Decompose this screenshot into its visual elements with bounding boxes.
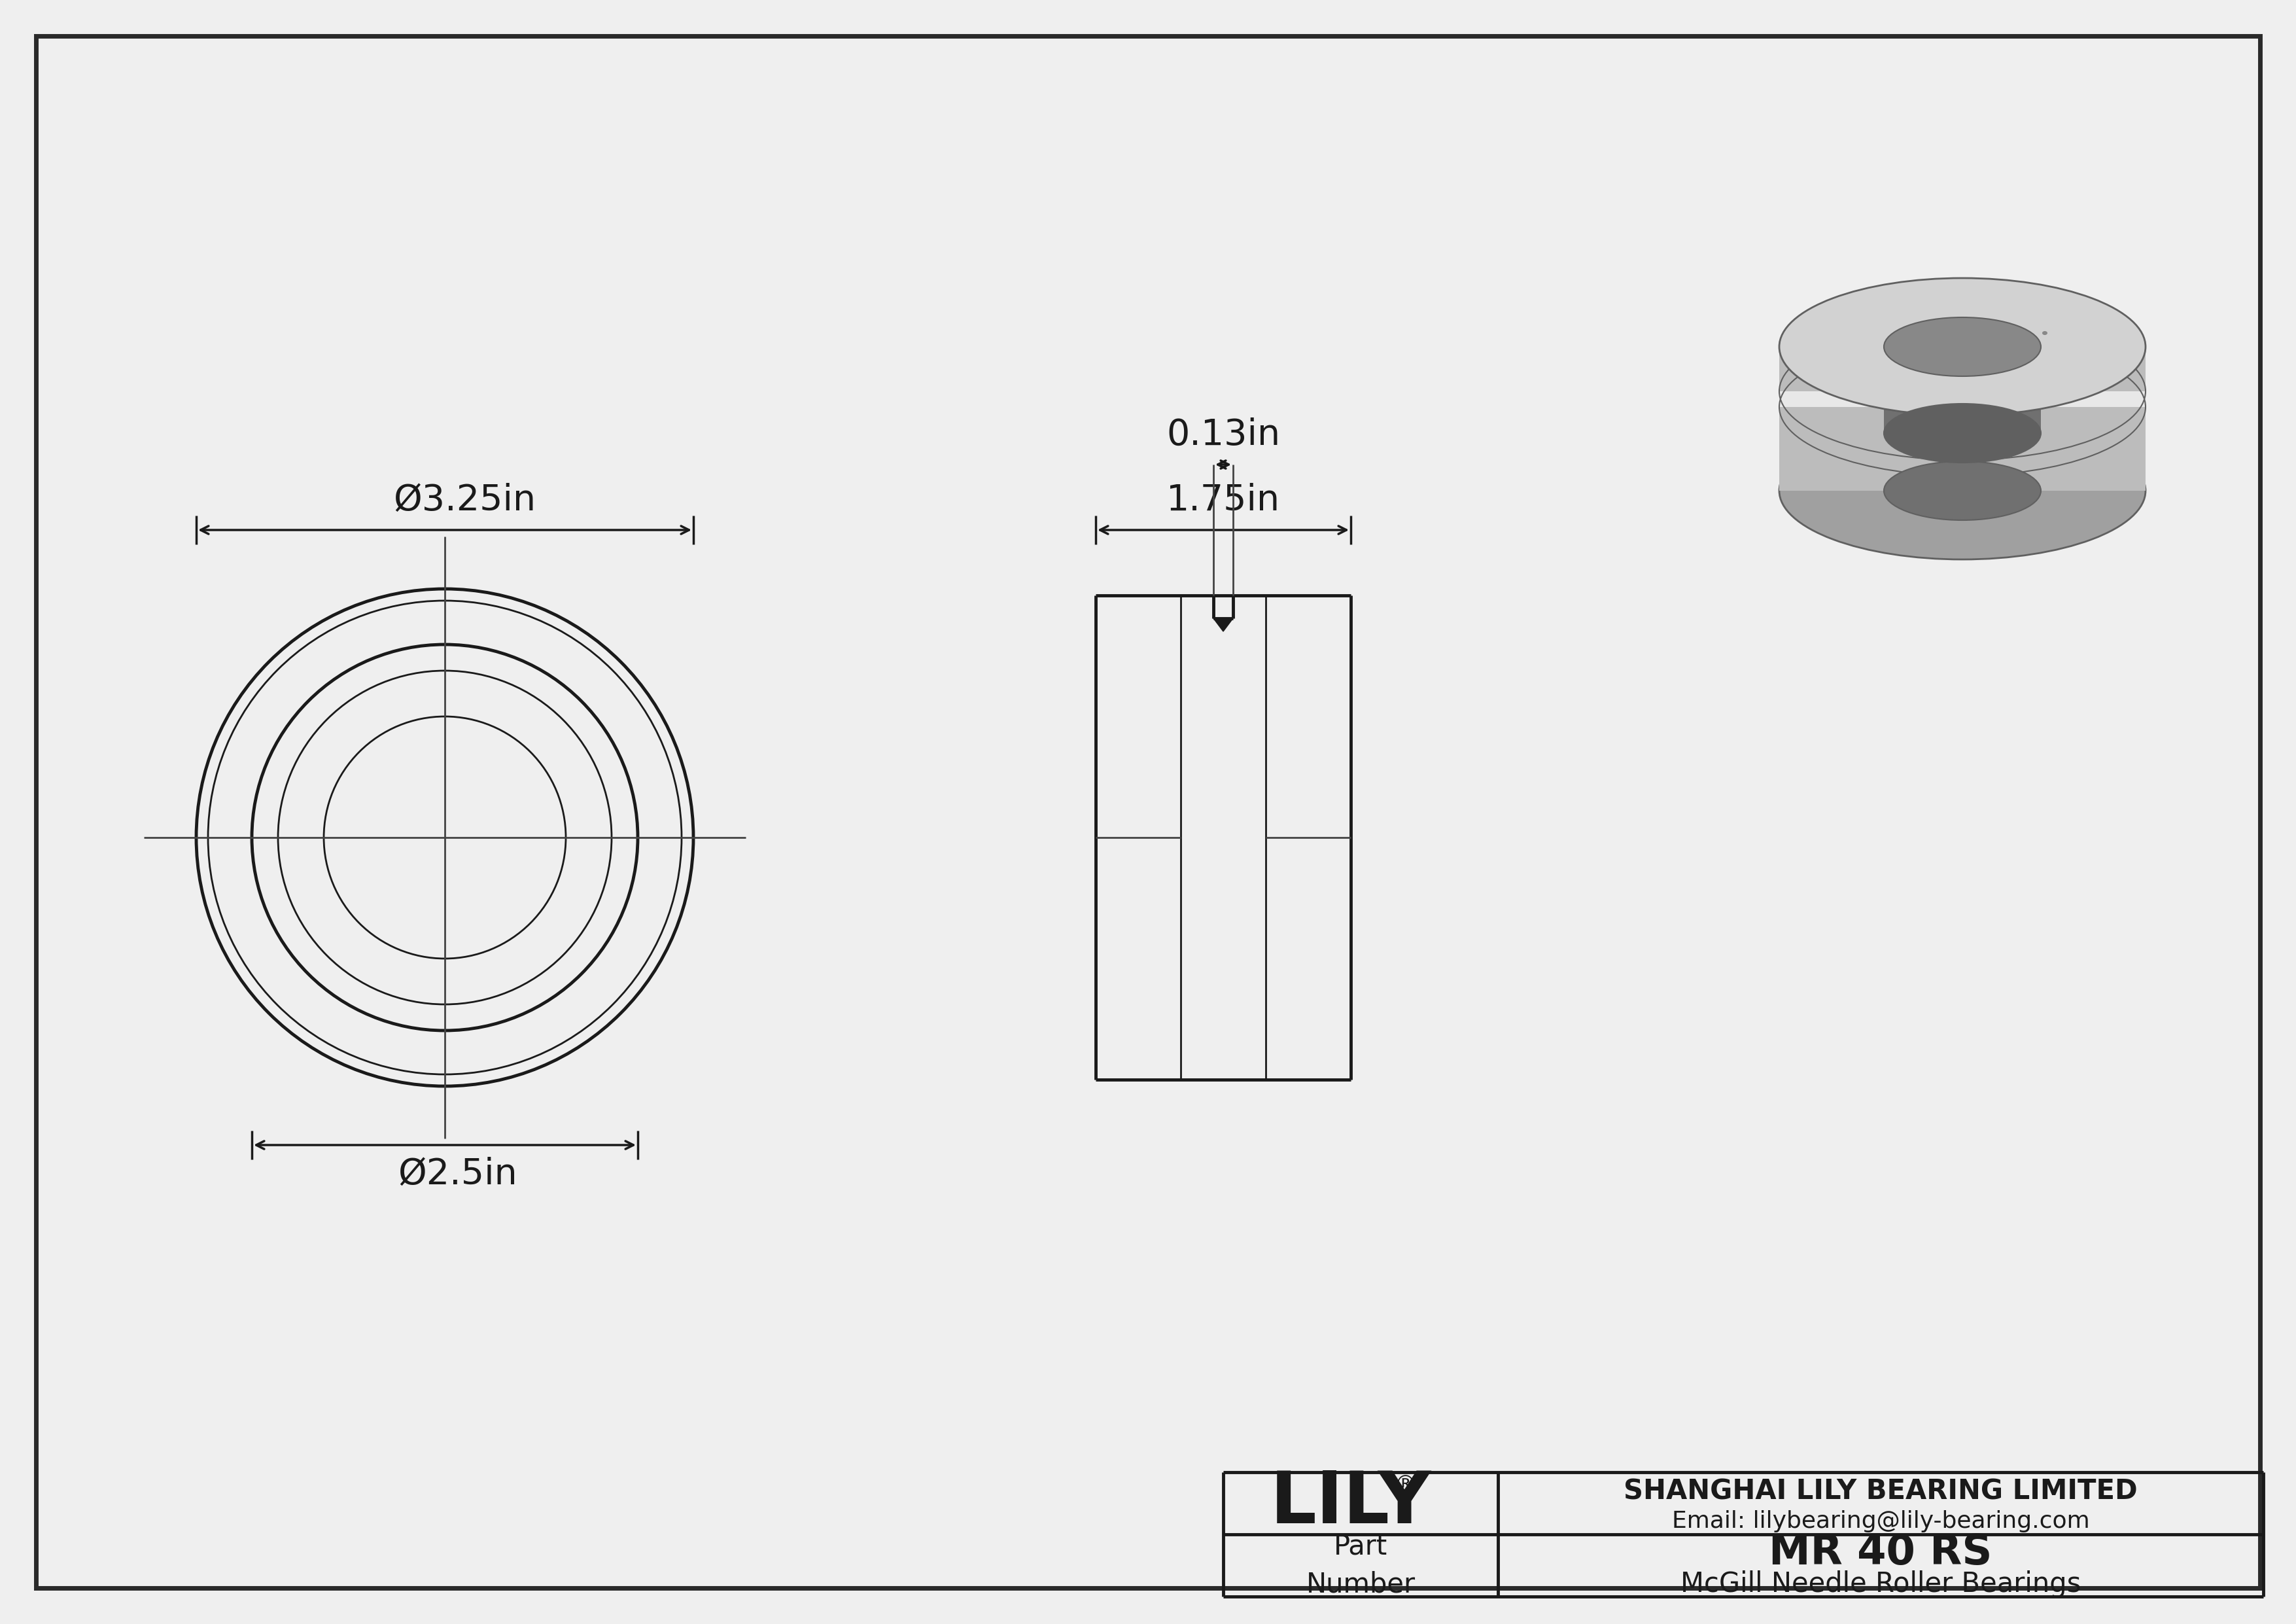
Text: 0.13in: 0.13in bbox=[1166, 417, 1281, 453]
Polygon shape bbox=[1885, 348, 2041, 434]
Polygon shape bbox=[1212, 619, 1233, 632]
Ellipse shape bbox=[1885, 317, 2041, 377]
Text: 1.75in: 1.75in bbox=[1166, 482, 1281, 518]
Text: Email: lilybearing@lily-bearing.com: Email: lilybearing@lily-bearing.com bbox=[1671, 1510, 2089, 1533]
Ellipse shape bbox=[1885, 461, 2041, 520]
Ellipse shape bbox=[1779, 278, 2144, 416]
Text: ®: ® bbox=[1394, 1475, 1417, 1496]
Text: SHANGHAI LILY BEARING LIMITED: SHANGHAI LILY BEARING LIMITED bbox=[1623, 1478, 2138, 1505]
Ellipse shape bbox=[2041, 331, 2048, 335]
Text: LILY: LILY bbox=[1270, 1468, 1430, 1538]
Text: McGill Needle Roller Bearings: McGill Needle Roller Bearings bbox=[1681, 1570, 2080, 1598]
Polygon shape bbox=[1779, 348, 1784, 490]
Text: Ø3.25in: Ø3.25in bbox=[393, 482, 535, 518]
Text: Ø2.5in: Ø2.5in bbox=[397, 1156, 517, 1192]
Ellipse shape bbox=[1779, 422, 2144, 559]
Polygon shape bbox=[1779, 391, 2144, 408]
Polygon shape bbox=[1779, 348, 2144, 490]
Ellipse shape bbox=[1885, 404, 2041, 463]
Text: Part
Number: Part Number bbox=[1306, 1533, 1414, 1598]
Text: MR 40 RS: MR 40 RS bbox=[1768, 1531, 1993, 1572]
